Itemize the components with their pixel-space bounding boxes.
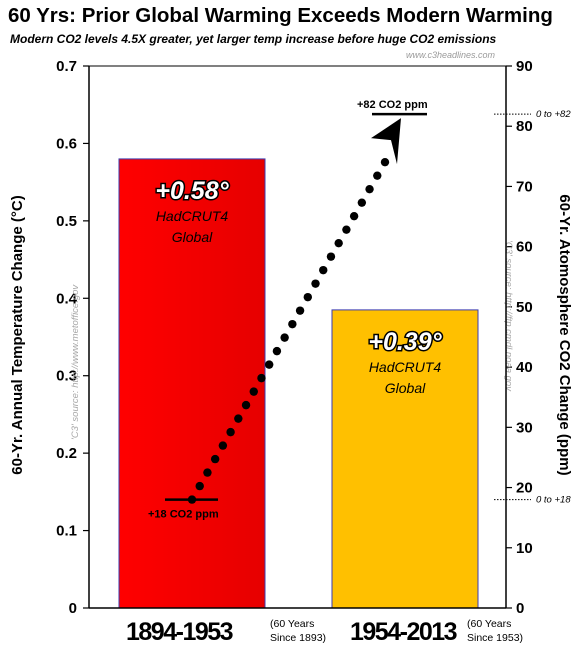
y2-tick-label: 40 xyxy=(516,359,533,376)
bar-1894-1953 xyxy=(118,158,266,609)
co2-dot xyxy=(203,468,212,477)
y-tick-label: 0.3 xyxy=(56,368,77,385)
co2-dot xyxy=(249,387,258,396)
x-category-note: Since 1893) xyxy=(270,632,326,644)
co2-dot xyxy=(373,171,382,180)
y2-tick-label: 30 xyxy=(516,419,533,436)
co2-dot xyxy=(319,265,328,275)
bar-1954-2013 xyxy=(331,309,479,609)
y2-tick-label: 0 xyxy=(516,600,524,617)
co2-start-label: +18 CO2 ppm xyxy=(148,509,219,521)
y-axis-label: 60-Yr. Annual Temperature Change (°C) xyxy=(9,195,26,474)
y2-tick-label: 20 xyxy=(516,480,533,497)
y2-tick-label: 80 xyxy=(516,118,533,135)
chart-subtitle: Modern CO2 levels 4.5X greater, yet larg… xyxy=(10,32,497,46)
co2-dot xyxy=(326,252,336,261)
source-label-left: 'C3' source: http://www.metoffice.gov xyxy=(70,284,81,440)
co2-dot xyxy=(257,373,266,383)
x-category-note: Since 1953) xyxy=(467,632,523,644)
co2-dot xyxy=(311,279,320,288)
y2-axis-ticks: 0 10 20 30 40 50 60 70 80 90 xyxy=(506,58,533,617)
co2-end-note: 0 to +82 xyxy=(536,109,571,120)
bar-region-label: Global xyxy=(385,380,426,396)
y-axis-ticks: 0 0.1 0.2 0.3 0.4 0.5 0.6 0.7 xyxy=(56,58,89,617)
watermark: www.c3headlines.com xyxy=(406,50,496,60)
y-tick-label: 0.1 xyxy=(56,523,77,540)
co2-dot xyxy=(288,319,297,329)
co2-dot xyxy=(303,292,312,302)
co2-dot xyxy=(380,157,390,167)
co2-dot xyxy=(349,211,359,221)
co2-dot xyxy=(241,400,251,410)
y2-axis-label: 60-Yr. Atomosphere CO2 Change (ppm) xyxy=(556,194,573,475)
x-category-note: (60 Years xyxy=(270,618,314,630)
co2-dot xyxy=(195,481,204,491)
bars: +0.58° HadCRUT4 Global +0.39° HadCRUT4 Global xyxy=(118,158,479,609)
x-category-note: (60 Years xyxy=(467,618,511,630)
co2-arrow: +18 CO2 ppm +82 CO2 ppm 0 to +82 0 to +18 xyxy=(148,99,571,520)
y-tick-label: 0.2 xyxy=(56,445,77,462)
y-tick-label: 0.6 xyxy=(56,135,77,152)
y-tick-label: 0.5 xyxy=(56,213,77,230)
y2-tick-label: 10 xyxy=(516,540,533,557)
x-category-label: 1894-1953 xyxy=(126,618,233,646)
co2-dot xyxy=(210,454,220,464)
co2-dot xyxy=(218,441,228,450)
category-labels: 1894-1953 (60 Years Since 1893) 1954-2013 (6… xyxy=(126,618,523,646)
y2-tick-label: 60 xyxy=(516,239,533,256)
bar-dataset-label: HadCRUT4 xyxy=(369,359,442,375)
y-tick-label: 0 xyxy=(69,600,77,617)
co2-dot xyxy=(226,427,235,437)
co2-dot xyxy=(334,238,343,248)
co2-dot xyxy=(280,333,289,342)
co2-dot xyxy=(272,346,282,356)
y2-tick-label: 90 xyxy=(516,58,533,75)
bar-region-label: Global xyxy=(172,229,213,245)
co2-dot xyxy=(357,198,367,207)
co2-dot xyxy=(265,360,274,369)
co2-end-label: +82 CO2 ppm xyxy=(357,99,428,111)
y-tick-label: 0.7 xyxy=(56,58,77,75)
co2-dot xyxy=(187,495,197,504)
bar-dataset-label: HadCRUT4 xyxy=(156,208,229,224)
co2-dot xyxy=(365,184,374,194)
y-tick-label: 0.4 xyxy=(56,290,78,307)
x-category-label: 1954-2013 xyxy=(350,618,457,646)
y2-tick-label: 70 xyxy=(516,178,533,195)
co2-dot xyxy=(234,414,243,423)
bar-value-label: +0.58° xyxy=(155,177,229,205)
co2-start-note: 0 to +18 xyxy=(536,495,571,506)
co2-dot xyxy=(295,306,305,315)
chart-title: 60 Yrs: Prior Global Warming Exceeds Mod… xyxy=(8,4,553,27)
source-label-right: 'C3' source: http://ftp.cmdl.noaa.gov xyxy=(503,240,514,392)
bar-value-label: +0.39° xyxy=(368,328,442,356)
co2-dot xyxy=(342,225,351,234)
co2-arrowhead xyxy=(371,118,401,165)
y2-tick-label: 50 xyxy=(516,299,533,316)
